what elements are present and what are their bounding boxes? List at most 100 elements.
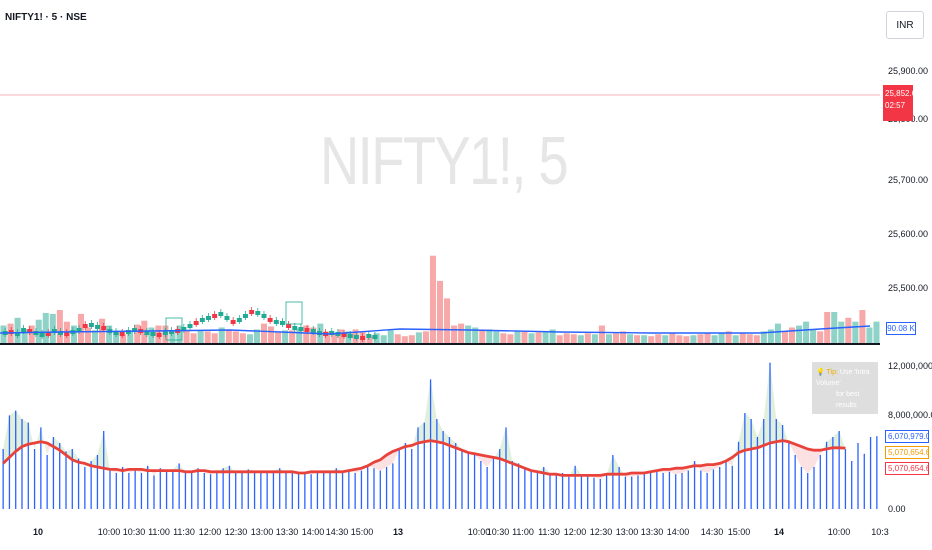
indicator-fill-segment [814, 450, 821, 467]
indicator-fill-segment [707, 464, 714, 473]
volume-bar [767, 329, 774, 343]
time-axis-label: 12:30 [589, 527, 613, 537]
indicator-fill-segment [78, 458, 85, 467]
volume-bar [845, 317, 852, 343]
volume-bar [634, 335, 641, 343]
volume-bar [669, 333, 676, 343]
candle-body [347, 334, 353, 338]
candle-body [101, 326, 107, 330]
candle-body [279, 321, 285, 325]
time-axis-day-label: 13 [392, 527, 404, 537]
volume-bar [134, 324, 141, 343]
volume-bar [662, 335, 669, 343]
candle-body [181, 327, 187, 331]
indicator-fill-segment [361, 465, 368, 471]
volume-bar [507, 334, 514, 343]
volume-bar [394, 334, 401, 343]
volume-bar [176, 325, 183, 343]
volume-bar [584, 333, 591, 343]
pattern-box [165, 317, 183, 341]
volume-bar [472, 327, 479, 343]
volume-bar [788, 327, 796, 343]
volume-bar [690, 335, 697, 343]
candle-body [341, 333, 347, 337]
candle-body [113, 331, 119, 335]
candle-body [119, 332, 125, 336]
indicator-fill-segment [487, 456, 494, 467]
currency-button[interactable]: INR [886, 11, 924, 39]
volume-bar [190, 333, 197, 343]
candle-body [88, 323, 94, 327]
candle-body [267, 318, 273, 322]
volume-bar [486, 329, 493, 343]
volume-bar [542, 331, 549, 343]
indicator-fill-segment [392, 449, 400, 464]
volume-bar [746, 334, 753, 343]
volume-bar [28, 325, 35, 343]
candle-body [95, 325, 101, 329]
pane-divider[interactable] [0, 343, 880, 345]
tip-heading: Tip: [826, 369, 838, 376]
volume-bar [711, 335, 718, 343]
volume-bar [127, 331, 134, 343]
volume-bar [232, 331, 239, 343]
price-axis-label: 25,900.00 [888, 66, 929, 76]
candle-body [193, 321, 199, 325]
time-axis-label: 12:30 [224, 527, 248, 537]
indicator-fill-segment [3, 415, 10, 464]
volume-bar [275, 331, 282, 343]
candle-body [273, 320, 279, 324]
candle-body [212, 314, 218, 318]
volume-bar [366, 335, 373, 343]
time-axis-label: 12:00 [563, 527, 587, 537]
time-axis-label: 10:30 [122, 527, 146, 537]
candle-body [292, 326, 298, 330]
candle-body [58, 331, 64, 335]
volume-ma-line [0, 325, 871, 335]
volume-bar [387, 330, 394, 343]
indicator-fill-segment [103, 431, 110, 471]
indicator-fill-segment [826, 437, 833, 449]
price-axis-label: 25,500.00 [888, 283, 929, 293]
time-axis-label: 13:30 [640, 527, 664, 537]
volume-bar [338, 329, 345, 343]
indicator-fill-segment [223, 465, 230, 472]
volume-bar [218, 327, 225, 343]
indicator-fill-segment [568, 465, 576, 477]
volume-bar [84, 327, 92, 343]
last-price-tag: 25,852.60 02:57 [883, 85, 921, 121]
candle-body [14, 332, 20, 336]
price-axis-label: 25,600.00 [888, 229, 929, 239]
time-axis-label: 11:30 [173, 527, 195, 537]
candle-body [132, 328, 137, 332]
volume-bar [246, 334, 253, 343]
indicator-fill-segment [430, 379, 437, 442]
price-axis-label: 25,700.00 [888, 175, 929, 185]
volume-bar [810, 329, 817, 343]
volume-bar [824, 311, 831, 343]
time-axis-label: 12:00 [198, 527, 222, 537]
last-price-value: 25,852.60 [885, 89, 921, 98]
symbol-title[interactable]: NIFTY1! · 5 · NSE [5, 12, 87, 23]
volume-bar [514, 331, 521, 343]
volume-bar [774, 323, 781, 343]
volume-bar [49, 313, 56, 343]
volume-bar [42, 312, 49, 343]
candle-body [242, 314, 248, 318]
indicator-fill-segment [28, 422, 35, 449]
volume-bar [282, 330, 289, 343]
candle-body [8, 330, 14, 334]
volume-bar [120, 334, 127, 343]
candle-body [125, 330, 131, 334]
volume-bar [817, 331, 824, 343]
volume-bar [739, 333, 746, 343]
candle-body [218, 312, 224, 316]
time-axis-label: 10:00 [467, 527, 491, 537]
time-axis-label: 10:00 [827, 527, 851, 537]
volume-bar [598, 325, 605, 343]
indicator-fill-segment [499, 427, 506, 461]
candle-body [51, 329, 57, 333]
volume-bar [852, 321, 859, 343]
volume-bar [760, 331, 767, 343]
